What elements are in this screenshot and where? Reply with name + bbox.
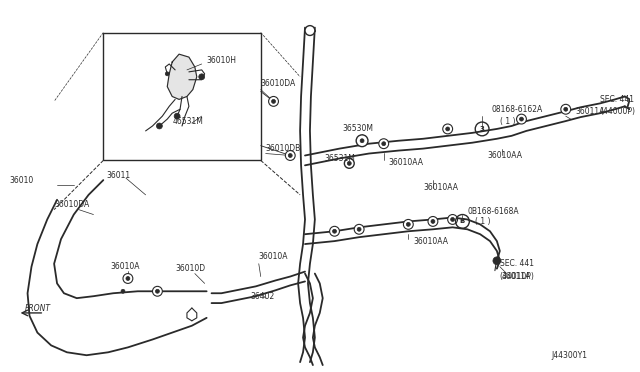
Text: 36010AA: 36010AA [423,183,458,192]
Circle shape [330,226,339,236]
Text: 3: 3 [479,126,484,132]
Text: (44010P): (44010P) [500,272,534,281]
Circle shape [121,289,125,293]
Text: 36010H: 36010H [207,55,237,65]
Text: 36011: 36011 [106,171,131,180]
Bar [103,32,260,160]
Circle shape [379,139,388,148]
Circle shape [564,107,568,111]
Text: 36010DA: 36010DA [260,79,296,88]
Text: 36530M: 36530M [342,124,373,134]
Text: 36010DB: 36010DB [266,144,301,153]
Circle shape [356,135,368,147]
Circle shape [354,224,364,234]
Circle shape [152,286,163,296]
Circle shape [445,127,450,131]
Circle shape [520,117,524,121]
Text: ( 1 ): ( 1 ) [500,116,515,126]
Text: SEC. 441: SEC. 441 [500,259,534,268]
Circle shape [447,215,458,224]
Circle shape [126,276,130,280]
Circle shape [165,72,169,76]
Text: SEC. 441: SEC. 441 [600,95,634,104]
Circle shape [156,289,159,293]
Text: 36010AA: 36010AA [388,158,424,167]
Circle shape [403,219,413,229]
Circle shape [357,227,361,231]
Circle shape [443,124,452,134]
Circle shape [348,161,351,165]
Text: 36531M: 36531M [324,154,356,163]
Circle shape [493,257,501,265]
Text: 36010A: 36010A [259,252,288,262]
Text: 36011A: 36011A [502,272,531,281]
Circle shape [381,142,386,146]
Circle shape [561,104,571,114]
Circle shape [271,99,275,103]
Text: 36010A: 36010A [110,262,140,271]
Text: 36011A: 36011A [575,107,605,116]
Circle shape [174,113,180,119]
Text: (44000P): (44000P) [600,107,635,116]
Circle shape [360,139,364,143]
Circle shape [288,154,292,157]
Text: 36010AA: 36010AA [413,237,448,246]
Circle shape [431,219,435,224]
Circle shape [285,151,295,160]
Circle shape [333,229,337,233]
Text: FRONT: FRONT [24,304,51,312]
Circle shape [428,217,438,226]
Text: 36010: 36010 [10,176,34,185]
Text: 36010AA: 36010AA [487,151,522,160]
Text: 46531M: 46531M [172,116,203,126]
Circle shape [269,96,278,106]
Polygon shape [167,54,196,99]
Circle shape [199,74,205,80]
Text: ( 1 ): ( 1 ) [476,217,491,226]
Text: 36402: 36402 [251,292,275,301]
Text: 36010DA: 36010DA [54,200,90,209]
Circle shape [344,158,354,168]
Text: 36010D: 36010D [175,264,205,273]
Circle shape [406,222,410,226]
Circle shape [516,114,526,124]
Circle shape [123,273,133,283]
Text: J44300Y1: J44300Y1 [551,351,587,360]
Circle shape [156,123,163,129]
Circle shape [305,26,315,35]
Text: 0B168-6168A: 0B168-6168A [467,207,519,216]
Text: 08168-6162A: 08168-6162A [492,105,543,114]
Circle shape [451,218,454,221]
Text: B: B [460,218,465,224]
